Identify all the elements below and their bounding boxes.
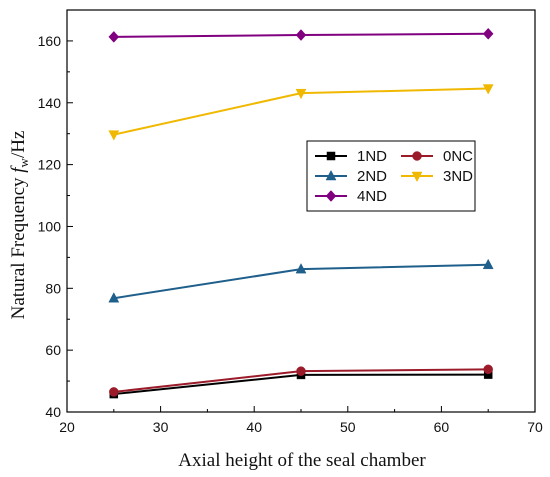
y-tick-label: 40 (45, 404, 61, 420)
data-point (108, 31, 120, 43)
data-point (295, 88, 307, 100)
series-2nd (108, 258, 494, 303)
axes: 20 30 40 50 60 70 40 60 80 100 120 140 160 (38, 9, 543, 435)
x-tick-label: 30 (153, 419, 169, 435)
x-tick-label: 20 (59, 419, 75, 435)
y-tick-label: 140 (38, 95, 62, 111)
data-point (482, 84, 494, 95)
legend-label: 0NC (443, 148, 473, 165)
x-tick-label: 40 (246, 419, 262, 435)
y-axis-title-subscript: w (16, 157, 31, 167)
y-tick-label: 120 (38, 157, 62, 173)
data-point (108, 292, 120, 303)
data-point (108, 130, 120, 141)
legend-item-1nd: 1ND (315, 148, 387, 165)
legend-item-3nd: 3ND (401, 168, 473, 185)
y-axis-title-suffix: /Hz (8, 131, 29, 158)
legend-label: 3ND (443, 168, 473, 185)
y-axis-title-symbol: f (8, 165, 29, 173)
legend-label: 1ND (357, 148, 387, 165)
legend-marker (412, 151, 422, 161)
y-axis-title: Natural Frequency fw/Hz (8, 131, 31, 320)
x-tick-label: 50 (340, 419, 356, 435)
legend-item-2nd: 2ND (315, 168, 387, 185)
series-4nd (108, 27, 494, 43)
series-layer (108, 27, 494, 399)
data-point (296, 366, 306, 376)
legend-marker (411, 171, 423, 183)
x-tick-label: 70 (527, 419, 543, 435)
legend-label: 4ND (357, 188, 387, 205)
legend-marker (325, 190, 337, 202)
data-point (482, 27, 494, 40)
data-point (483, 364, 493, 375)
y-axis-title-prefix: Natural Frequency (8, 173, 29, 320)
x-tick-label: 60 (434, 419, 450, 435)
y-tick-label: 160 (38, 33, 62, 49)
legend-item-4nd: 4ND (315, 188, 387, 205)
legend-item-0nc: 0NC (401, 148, 473, 165)
legend-label: 2ND (357, 168, 387, 185)
y-tick-label: 100 (38, 218, 62, 234)
legend: 1ND 0NC 2ND 3ND 4ND (306, 140, 476, 212)
x-axis-title: Axial height of the seal chamber (178, 450, 426, 471)
series-3nd (108, 84, 494, 141)
y-tick-label: 60 (45, 342, 61, 358)
data-point (295, 29, 307, 41)
y-tick-label: 80 (45, 280, 61, 296)
legend-marker (325, 169, 337, 181)
data-point (295, 263, 307, 274)
data-point (482, 258, 494, 270)
data-point (109, 387, 119, 397)
series-0nc (109, 364, 493, 397)
legend-marker (326, 151, 336, 161)
